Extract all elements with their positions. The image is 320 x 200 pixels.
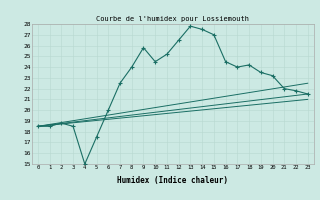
X-axis label: Humidex (Indice chaleur): Humidex (Indice chaleur) — [117, 176, 228, 185]
Title: Courbe de l'humidex pour Lossiemouth: Courbe de l'humidex pour Lossiemouth — [96, 16, 249, 22]
